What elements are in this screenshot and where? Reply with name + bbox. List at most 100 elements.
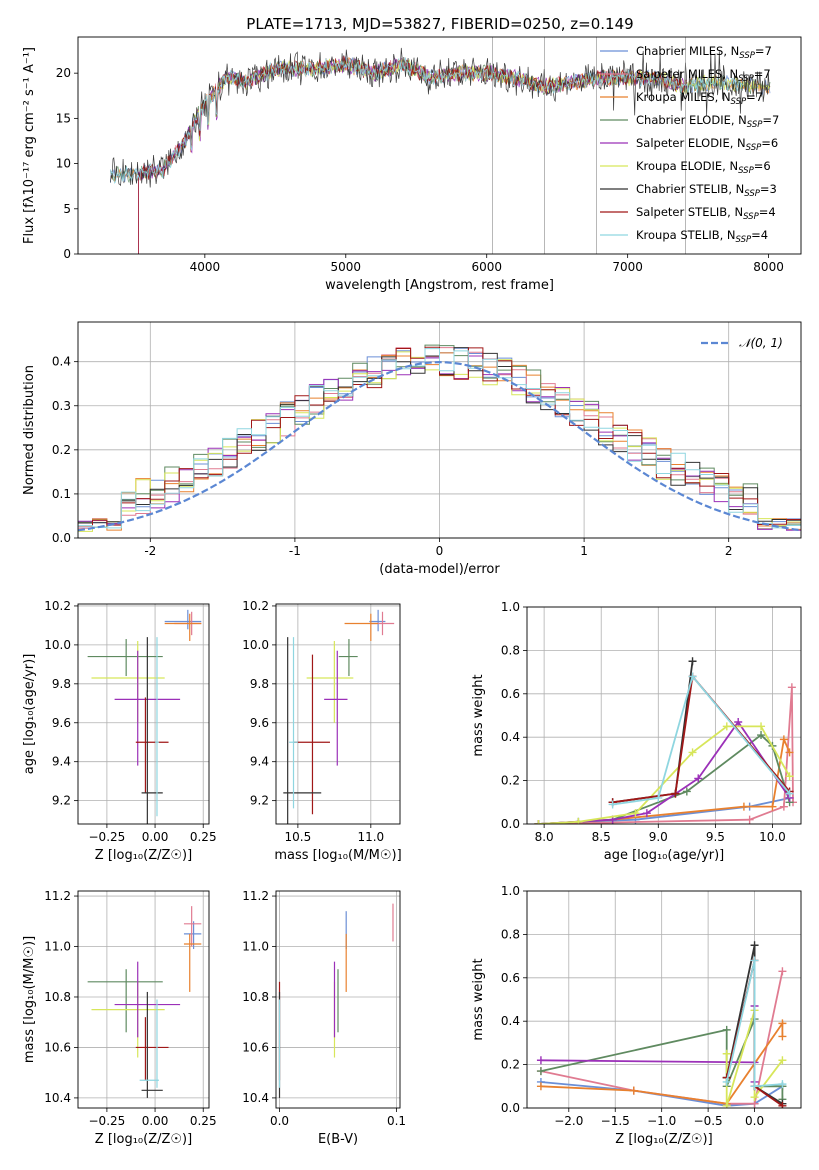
weight-vs-age-marker [688,657,697,666]
mass-vs-EBV-ytick-label: 10.4 [242,1091,269,1105]
mass-vs-EBV-ytick-label: 11.2 [242,889,269,903]
weight-vs-age-ytick-label: 1.0 [501,600,520,614]
spectrum-line-5 [193,57,770,142]
weight-vs-age-marker [745,815,754,824]
weight-vs-age-marker [631,809,640,818]
mass-vs-EBV-frame [275,890,401,1109]
mass-vs-EBV-ytick-label: 10.6 [242,1040,269,1054]
weight-vs-Z-xtick-label: 0.0 [745,1114,764,1128]
weight-vs-age-xtick-label: 8.5 [592,830,611,844]
age-vs-Z-ytick-label: 10.2 [44,599,71,613]
legend-label-suffix: =3 [760,182,777,196]
age-vs-Z-xtick-label: 0.25 [190,830,217,844]
residuals-plot-area [78,344,801,538]
legend-label-6: Chabrier STELIB, NSSP=3 [636,182,777,199]
residuals-ylabel: Normed distribution [22,365,37,495]
mass-vs-Z-ytick-label: 10.8 [44,990,71,1004]
legend-label-sub: SSP [739,51,755,61]
weight-vs-age-ytick-label: 0.6 [501,687,520,701]
weight-vs-age-xtick-label: 9.5 [706,830,725,844]
weight-vs-age-ytick-label: 0.4 [501,730,520,744]
mass-vs-Z-xtick-label: 0.00 [142,1114,169,1128]
normal-legend-label: 𝒩(0, 1) [739,336,783,350]
age-vs-mass-ytick-label: 9.6 [250,716,269,730]
weight-vs-Z-ytick-label: 0.0 [501,1101,520,1115]
mass-vs-Z-xtick-label: 0.25 [190,1114,217,1128]
weight-vs-Z-marker [750,956,759,965]
legend-label-7: Salpeter STELIB, NSSP=4 [636,205,776,222]
age-vs-Z-xlabel: Z [log₁₀(Z/Z☉)] [95,848,192,863]
weight-vs-age-marker [785,789,794,798]
mass-vs-Z-ytick-label: 11.2 [44,889,71,903]
weight-vs-Z-marker [722,1077,731,1086]
legend-label-4: Salpeter ELODIE, NSSP=6 [636,136,778,153]
legend-label-text: Kroupa MILES, N [636,90,731,104]
residuals-panel: -2 -1 0 1 2 0.0 0.1 0.2 0.3 0.4 (data-model)/error… [22,321,802,577]
weight-vs-age-marker [739,802,748,811]
weight-vs-Z-marker [750,1082,759,1091]
weight-vs-age-marker [779,735,788,744]
spectrum-line-6 [110,47,771,188]
residuals-xtick-label: -2 [144,544,156,558]
legend-label-suffix: =7 [754,67,771,81]
mass-vs-EBV-panel: 0.0 0.1 10.4 10.6 10.8 11.0 11.2 E(B-V) [242,889,406,1147]
legend-label-suffix: =6 [754,159,771,173]
age-vs-mass-ytick-label: 9.8 [250,677,269,691]
spectrum-xtick-label: 4000 [190,260,221,274]
spectrum-ytick-label: 15 [56,111,71,125]
weight-vs-Z-marker [750,941,759,950]
age-vs-Z-xtick-label: 0.00 [142,830,169,844]
mass-vs-EBV-plot-area [278,903,394,1098]
legend-label-text: Salpeter STELIB, N [636,205,743,219]
residuals-xtick-label: 0 [436,544,444,558]
weight-vs-age-marker [682,787,691,796]
weight-vs-age-series-6 [612,661,694,804]
weight-vs-age-frame [526,606,802,825]
mass-vs-Z-xtick-label: −0.25 [89,1114,126,1128]
weight-vs-Z-marker [750,1093,759,1102]
residuals-ytick-label: 0.1 [52,487,71,501]
figure-title: PLATE=1713, MJD=53827, FIBERID=0250, z=0… [246,15,633,33]
weight-vs-age-xtick-label: 10.0 [759,830,786,844]
age-vs-mass-ytick-label: 10.0 [242,638,269,652]
weight-vs-age-marker [787,683,796,692]
weight-vs-Z-xtick-label: −1.0 [647,1114,676,1128]
mass-vs-Z-ytick-label: 11.0 [44,940,71,954]
weight-vs-Z-marker [722,1049,731,1058]
mass-vs-Z-ytick-label: 10.6 [44,1040,71,1054]
weight-vs-age-marker [779,802,788,811]
weight-vs-Z-ytick-label: 0.8 [501,927,520,941]
age-vs-mass-xtick-label: 10.5 [285,830,312,844]
mass-vs-EBV-xtick-label: 0.1 [387,1114,406,1128]
spectrum-xtick-label: 8000 [753,260,784,274]
weight-vs-Z-marker [778,967,787,976]
weight-vs-Z-marker [722,1101,731,1108]
weight-vs-Z-xtick-label: −0.5 [694,1114,723,1128]
age-vs-Z-plot-area [87,609,202,824]
weight-vs-age-series-4 [538,720,791,824]
legend-label-sub: SSP [738,166,754,176]
mass-vs-Z-panel: −0.25 0.00 0.25 10.4 10.6 10.8 11.0 11.2 Z [log₁… [22,889,217,1147]
weight-vs-age-marker [688,748,697,757]
residuals-xtick-label: 2 [725,544,733,558]
legend-label-suffix: =4 [759,205,776,219]
spectrum-ytick-label: 0 [63,247,71,261]
age-vs-Z-ytick-label: 9.4 [52,755,71,769]
weight-vs-age-marker [671,789,680,798]
age-vs-mass-ytick-label: 9.2 [250,794,269,808]
normal-curve [78,360,801,532]
age-vs-Z-ytick-label: 9.8 [52,677,71,691]
weight-vs-Z-ylabel: mass weight [471,958,486,1040]
weight-vs-age-series-1 [538,687,794,824]
weight-vs-Z-xlabel: Z [log₁₀(Z/Z☉)] [615,1132,712,1147]
spectrum-ytick-label: 5 [63,202,71,216]
mass-vs-EBV-ytick-label: 10.8 [242,990,269,1004]
weight-vs-Z-ytick-label: 0.2 [501,1058,520,1072]
weight-vs-age-ytick-label: 0.2 [501,774,520,788]
legend-label-suffix: =4 [751,228,768,242]
age-vs-Z-ytick-label: 9.6 [52,716,71,730]
weight-vs-age-marker [734,718,743,727]
spectrum-line-8 [110,57,744,184]
weight-vs-Z-marker [536,1067,545,1076]
